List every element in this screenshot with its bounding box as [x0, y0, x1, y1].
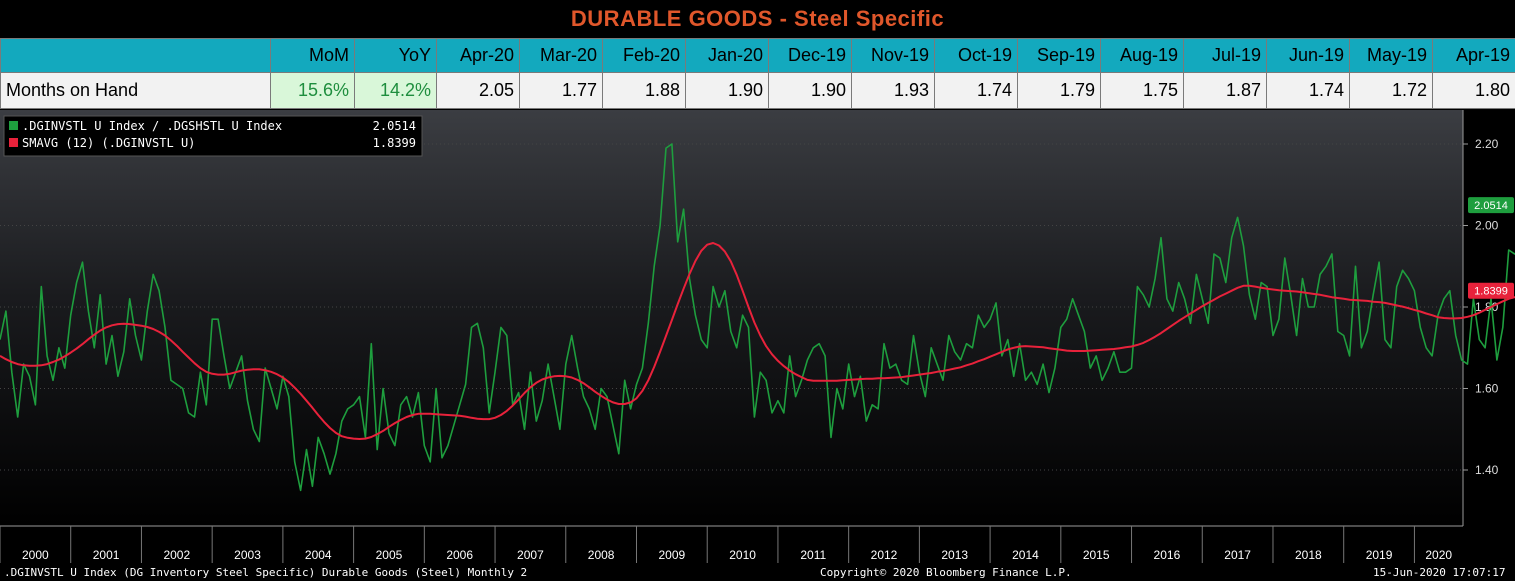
- header-cell: Dec-19: [768, 38, 852, 73]
- last-value-badge-1: [1468, 197, 1514, 214]
- value-cell: 1.80: [1432, 72, 1515, 109]
- value-cell: 1.88: [602, 72, 686, 109]
- y-tick-label: 1.80: [1475, 300, 1499, 314]
- x-tick-label: 2012: [871, 548, 898, 562]
- table-header-row: MoM YoY Apr-20 Mar-20 Feb-20 Jan-20 Dec-…: [0, 38, 1515, 73]
- legend: .DGINVSTL U Index / .DGSHSTL U Index 2.0…: [3, 115, 423, 157]
- plot-background: [0, 110, 1463, 526]
- x-tick-label: 2013: [941, 548, 968, 562]
- value-cell: 1.90: [768, 72, 852, 109]
- value-cell: 1.75: [1100, 72, 1184, 109]
- legend-label-1: .DGINVSTL U Index / .DGSHSTL U Index: [22, 119, 282, 133]
- legend-swatch-1: [9, 121, 18, 130]
- legend-value-1: 2.0514: [373, 119, 416, 133]
- title-bar: DURABLE GOODS - Steel Specific: [0, 0, 1515, 38]
- value-cell: 1.72: [1349, 72, 1433, 109]
- value-cell: 1.87: [1183, 72, 1267, 109]
- legend-swatch-2: [9, 138, 18, 147]
- y-tick-label: 1.40: [1475, 463, 1499, 477]
- x-tick-label: 2003: [234, 548, 261, 562]
- header-cell: Nov-19: [851, 38, 935, 73]
- x-tick-label: 2004: [305, 548, 332, 562]
- value-cell: 1.79: [1017, 72, 1101, 109]
- header-cell: MoM: [270, 38, 355, 73]
- x-tick-label: 2020: [1425, 548, 1452, 562]
- x-tick-label: 2015: [1083, 548, 1110, 562]
- x-tick-label: 2010: [729, 548, 756, 562]
- header-cell: Mar-20: [519, 38, 603, 73]
- header-cell: Jan-20: [685, 38, 769, 73]
- x-tick-label: 2001: [93, 548, 120, 562]
- legend-box: [3, 115, 423, 157]
- header-cell: May-19: [1349, 38, 1433, 73]
- x-tick-label: 2014: [1012, 548, 1039, 562]
- x-tick-label: 2000: [22, 548, 49, 562]
- legend-label-2: SMAVG (12) (.DGINVSTL U): [22, 136, 195, 150]
- x-tick-label: 2016: [1154, 548, 1181, 562]
- y-tick-label: 1.60: [1475, 382, 1499, 396]
- value-cell: 2.05: [436, 72, 520, 109]
- y-tick-label: 2.00: [1475, 219, 1499, 233]
- series-ratio-line: [0, 143, 1515, 492]
- header-cell: Aug-19: [1100, 38, 1184, 73]
- x-tick-label: 2007: [517, 548, 544, 562]
- header-cell: YoY: [354, 38, 437, 73]
- last-value-text-1: 2.0514: [1474, 200, 1508, 212]
- header-cell: Sep-19: [1017, 38, 1101, 73]
- header-cell: [0, 38, 271, 73]
- x-tick-label: 2005: [376, 548, 403, 562]
- value-cell: 1.74: [1266, 72, 1350, 109]
- value-cell: 1.93: [851, 72, 935, 109]
- header-cell: Oct-19: [934, 38, 1018, 73]
- x-tick-label: 2009: [659, 548, 686, 562]
- header-cell: Feb-20: [602, 38, 686, 73]
- x-tick-label: 2008: [588, 548, 615, 562]
- yoy-cell: 14.2%: [354, 72, 437, 109]
- footer-timestamp: 15-Jun-2020 17:07:17: [1373, 566, 1506, 579]
- x-tick-label: 2018: [1295, 548, 1322, 562]
- legend-value-2: 1.8399: [373, 136, 416, 150]
- header-cell: Jul-19: [1183, 38, 1267, 73]
- value-cell: 1.74: [934, 72, 1018, 109]
- footer: .DGINVSTL U Index (DG Inventory Steel Sp…: [0, 563, 1515, 581]
- mom-cell: 15.6%: [270, 72, 355, 109]
- x-axis-ticks: 2000 2001 2002 2003 2004 2005 2006 2007 2008 2009…: [0, 526, 1452, 563]
- x-tick-label: 2011: [800, 548, 826, 562]
- x-tick-label: 2017: [1224, 548, 1251, 562]
- header-cell: Apr-20: [436, 38, 520, 73]
- header-cell: Jun-19: [1266, 38, 1350, 73]
- y-tick-label: 2.20: [1475, 137, 1499, 151]
- last-value-badge-2: [1468, 282, 1514, 299]
- x-tick-label: 2006: [446, 548, 473, 562]
- series-smavg-line: [0, 242, 1515, 440]
- chart-title: DURABLE GOODS - Steel Specific: [570, 6, 945, 31]
- row-label: Months on Hand: [0, 72, 271, 109]
- footer-source: .DGINVSTL U Index (DG Inventory Steel Sp…: [4, 566, 528, 579]
- footer-copyright: Copyright© 2020 Bloomberg Finance L.P.: [820, 566, 1072, 579]
- data-table: MoM YoY Apr-20 Mar-20 Feb-20 Jan-20 Dec-…: [0, 38, 1515, 109]
- last-value-text-2: 1.8399: [1474, 286, 1508, 298]
- x-tick-label: 2002: [163, 548, 190, 562]
- value-cell: 1.77: [519, 72, 603, 109]
- value-cell: 1.90: [685, 72, 769, 109]
- x-tick-label: 2019: [1366, 548, 1393, 562]
- last-value-markers: 2.0514 1.8399: [1468, 197, 1514, 299]
- line-chart: 1.401.601.802.002.20 2000 2001 2002 2003 200…: [0, 110, 1515, 563]
- table-row: Months on Hand 15.6% 14.2% 2.05 1.77 1.8…: [0, 72, 1515, 109]
- header-cell: Apr-19: [1432, 38, 1515, 73]
